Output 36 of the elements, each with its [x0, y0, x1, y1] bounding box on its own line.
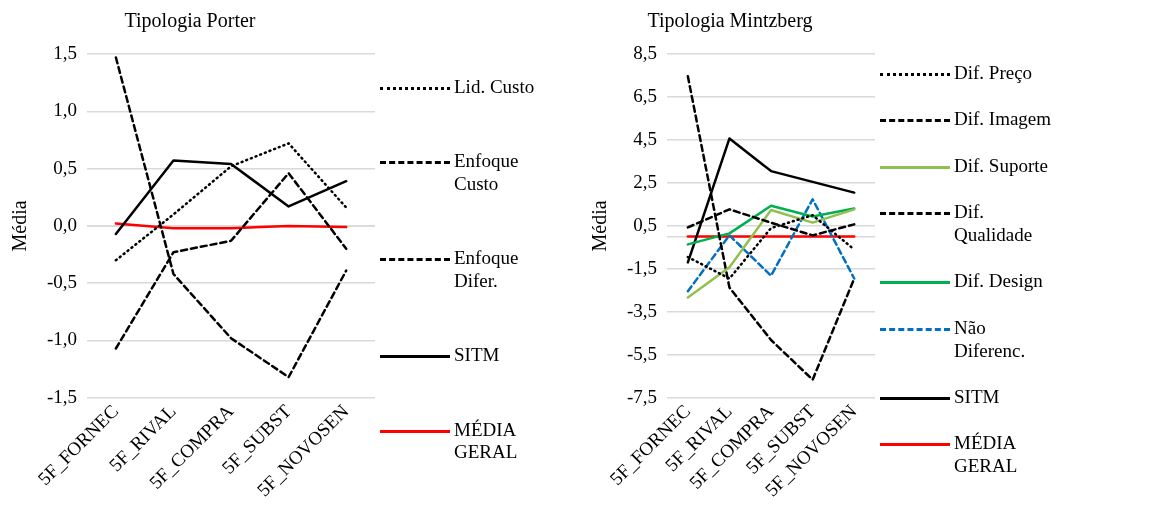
chart-title: Tipologia Mintzberg: [647, 9, 813, 33]
y-tick-label: -7,5: [627, 385, 658, 407]
y-tick-label: -1,5: [47, 385, 78, 407]
y-axis-title: Média: [8, 200, 31, 252]
legend-label: Enfoque Custo: [454, 150, 520, 196]
y-tick-label: 2,5: [633, 170, 658, 192]
legend-label: Dif. Design: [954, 270, 1043, 294]
y-tick-label: 0,5: [633, 213, 658, 235]
y-tick-label: -5,5: [627, 342, 658, 364]
y-tick-label: 0,5: [53, 156, 78, 178]
legend-label: Lid. Custo: [454, 75, 535, 99]
legend-label: Enfoque Difer.: [454, 247, 520, 293]
legend-label: Não Diferenc.: [954, 316, 1027, 363]
y-axis-title: Média: [588, 200, 611, 252]
y-tick-label: 1,0: [53, 99, 78, 121]
legend-label: Dif. Imagem: [954, 108, 1052, 132]
y-tick-label: 6,5: [633, 84, 658, 106]
legend-label: Dif. Suporte: [954, 154, 1048, 178]
y-tick-label: -1,5: [627, 256, 658, 278]
y-tick-label: -1,0: [47, 328, 78, 350]
chart-title: Tipologia Porter: [124, 9, 256, 33]
y-tick-label: 8,5: [633, 41, 658, 63]
y-tick-label: -0,5: [47, 271, 78, 293]
line-series: [114, 56, 348, 379]
legend-label: Dif. Preço: [954, 61, 1033, 85]
legend-label: MÉDIA GERAL: [454, 418, 519, 465]
legend-label: SITM: [454, 344, 500, 368]
y-tick-label: 4,5: [633, 127, 658, 149]
y-tick-label: 0,0: [53, 213, 78, 235]
y-tick-label: -3,5: [627, 299, 658, 321]
line-series: [686, 198, 856, 293]
legend-label: SITM: [954, 386, 1000, 409]
legend-label: MÉDIA GERAL: [954, 432, 1019, 479]
y-tick-label: 1,5: [53, 41, 78, 63]
line-series: [686, 75, 856, 381]
legend-label: Dif. Qualidade: [954, 201, 1034, 247]
